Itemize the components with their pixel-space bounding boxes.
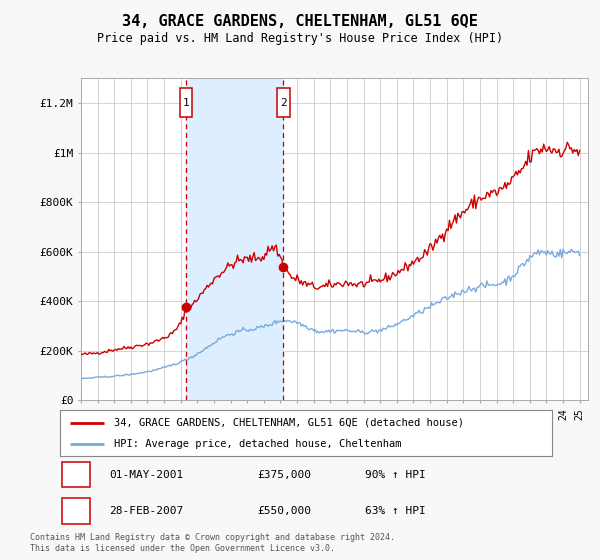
Text: £550,000: £550,000 [257, 506, 311, 516]
FancyBboxPatch shape [277, 88, 290, 117]
Text: Price paid vs. HM Land Registry's House Price Index (HPI): Price paid vs. HM Land Registry's House … [97, 32, 503, 45]
Text: 28-FEB-2007: 28-FEB-2007 [109, 506, 184, 516]
Text: 63% ↑ HPI: 63% ↑ HPI [365, 506, 426, 516]
FancyBboxPatch shape [62, 498, 89, 524]
Text: 2: 2 [280, 97, 287, 108]
Text: 1: 1 [183, 97, 190, 108]
FancyBboxPatch shape [180, 88, 193, 117]
Text: Contains HM Land Registry data © Crown copyright and database right 2024.
This d: Contains HM Land Registry data © Crown c… [30, 533, 395, 553]
Text: 90% ↑ HPI: 90% ↑ HPI [365, 470, 426, 479]
Text: 1: 1 [73, 470, 79, 479]
Text: £375,000: £375,000 [257, 470, 311, 479]
Text: 34, GRACE GARDENS, CHELTENHAM, GL51 6QE: 34, GRACE GARDENS, CHELTENHAM, GL51 6QE [122, 14, 478, 29]
Text: HPI: Average price, detached house, Cheltenham: HPI: Average price, detached house, Chel… [114, 439, 401, 449]
Bar [186, 78, 283, 400]
Text: 2: 2 [73, 506, 79, 516]
Text: 01-MAY-2001: 01-MAY-2001 [109, 470, 184, 479]
FancyBboxPatch shape [62, 462, 89, 487]
Text: 34, GRACE GARDENS, CHELTENHAM, GL51 6QE (detached house): 34, GRACE GARDENS, CHELTENHAM, GL51 6QE … [114, 418, 464, 428]
